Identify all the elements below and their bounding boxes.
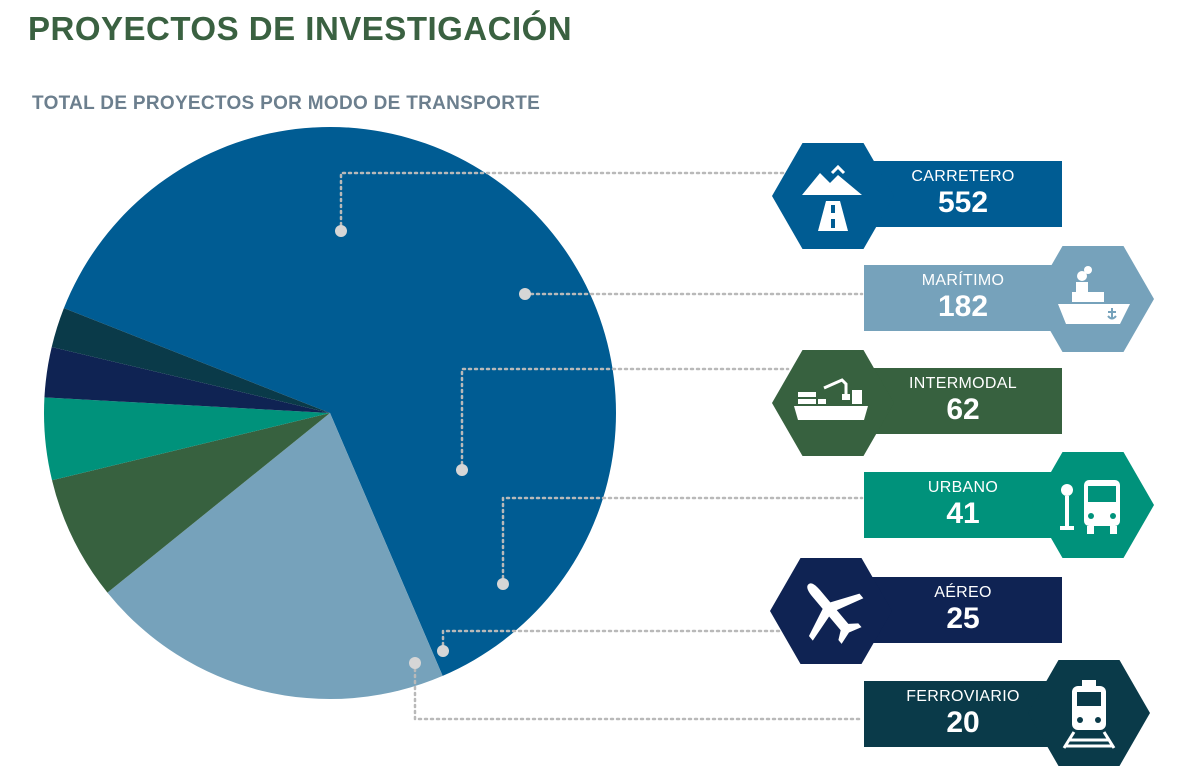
legend-value: 41 — [946, 497, 980, 530]
legend-value: 25 — [946, 602, 980, 635]
leader-dot-3 — [497, 578, 509, 590]
legend-value: 20 — [946, 706, 980, 739]
legend-label: INTERMODAL — [909, 375, 1017, 392]
legend-card-carretero: CARRETERO 552 — [864, 161, 1062, 227]
pie-slice-2 — [52, 413, 331, 593]
legend-label: CARRETERO — [911, 168, 1015, 185]
pie-slice-4 — [44, 347, 331, 413]
ship-icon — [1032, 246, 1154, 352]
chart-subtitle: TOTAL DE PROYECTOS POR MODO DE TRANSPORT… — [32, 93, 541, 114]
leader-dot-5 — [409, 657, 421, 669]
leader-dot-1 — [519, 288, 531, 300]
train-icon — [1028, 660, 1150, 766]
legend-card-aereo: AÉREO 25 — [864, 577, 1062, 643]
page-title: PROYECTOS DE INVESTIGACIÓN — [28, 10, 573, 47]
leader-line-3 — [501, 496, 864, 586]
leader-line-4 — [441, 629, 784, 653]
pie-slice-3 — [43, 397, 330, 481]
legend-card-urbano: URBANO 41 — [864, 472, 1062, 538]
pie-slice-0 — [63, 126, 616, 676]
leader-dot-0 — [335, 225, 347, 237]
leader-line-2 — [460, 367, 790, 472]
bus-stop-icon — [1032, 452, 1154, 558]
legend-label: FERROVIARIO — [906, 688, 1020, 705]
legend-label: MARÍTIMO — [921, 272, 1005, 289]
legend-label: URBANO — [927, 479, 999, 496]
leader-dot-4 — [437, 645, 449, 657]
pie-slice-1 — [107, 413, 443, 699]
pie-slice-5 — [51, 308, 331, 413]
legend-value: 552 — [937, 186, 989, 219]
legend-label: AÉREO — [934, 584, 992, 601]
legend-card-maritimo: MARÍTIMO 182 — [864, 265, 1062, 331]
legend-value: 62 — [946, 393, 980, 426]
legend-card-intermodal: INTERMODAL 62 — [864, 368, 1062, 434]
leader-line-0 — [339, 171, 792, 233]
legend-value: 182 — [937, 290, 989, 323]
leader-dot-2 — [456, 464, 468, 476]
leader-line-5 — [413, 661, 864, 721]
